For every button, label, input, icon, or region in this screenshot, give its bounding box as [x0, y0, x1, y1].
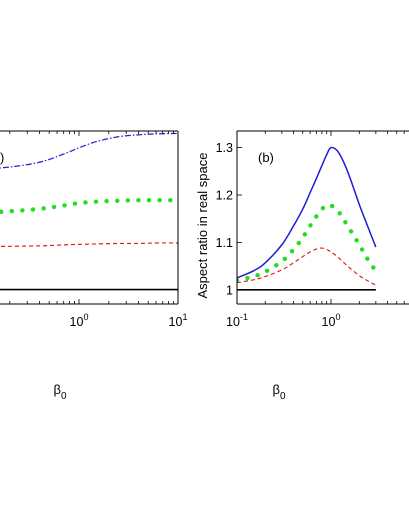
x-tick-label-b-0: 10-1	[226, 312, 248, 329]
panel-label-b: (b)	[258, 150, 274, 165]
panel-label-a: )	[0, 150, 4, 165]
x-tick-label-b-1: 100	[322, 312, 341, 329]
series-line-a-1	[0, 197, 178, 214]
y-tick-label-b-2: 1.2	[216, 188, 233, 202]
x-axis-label-b: β0	[272, 382, 285, 402]
y-tick-label-b-0: 1	[226, 283, 233, 297]
y-tick-label-b-3: 1.3	[216, 141, 233, 155]
series-line-b-0	[237, 146, 377, 279]
x-axis-label-a: β0	[53, 382, 66, 402]
x-tick-label-a-1: 101	[169, 312, 188, 329]
series-line-a-0	[0, 132, 178, 169]
y-axis-label-b: Aspect ratio in real space	[195, 153, 210, 299]
panel-a: 100 101) β0	[0, 130, 188, 402]
series-line-a-2	[0, 242, 178, 247]
series-line-b-2	[237, 247, 377, 286]
y-tick-label-b-1: 1.1	[216, 236, 233, 250]
x-tick-label-a-0: 100	[70, 312, 89, 329]
panel-b: 10-1 100 1 1.1 1.2 1.3 (b) β0 Aspect ratio in re…	[195, 130, 409, 402]
